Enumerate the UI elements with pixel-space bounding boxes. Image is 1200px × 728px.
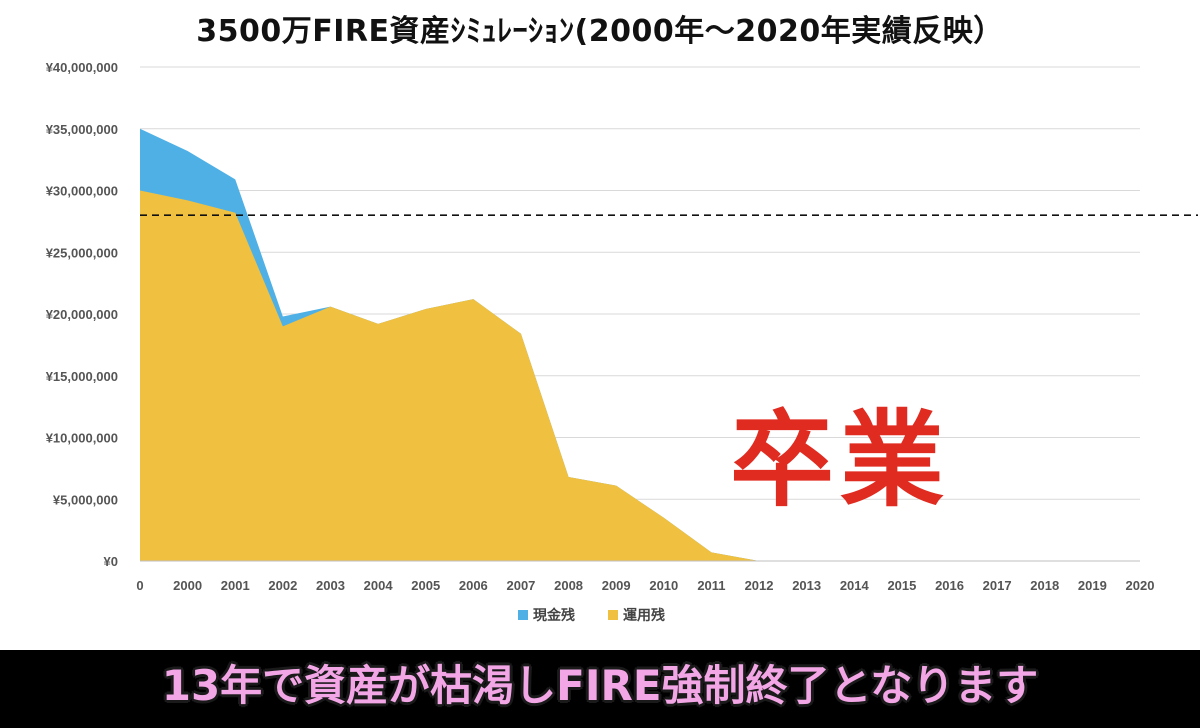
legend-swatch xyxy=(608,610,618,620)
x-tick-label: 2012 xyxy=(745,578,774,593)
x-tick-label: 2008 xyxy=(554,578,583,593)
x-tick-label: 2018 xyxy=(1030,578,1059,593)
x-tick-label: 0 xyxy=(136,578,143,593)
y-tick-label: ¥30,000,000 xyxy=(46,184,118,199)
area-series xyxy=(140,128,1140,561)
y-tick-label: ¥10,000,000 xyxy=(46,431,118,446)
y-tick-label: ¥25,000,000 xyxy=(46,245,118,260)
x-tick-label: 2006 xyxy=(459,578,488,593)
y-tick-label: ¥35,000,000 xyxy=(46,122,118,137)
legend-label: 現金残 xyxy=(533,607,575,624)
y-tick-label: ¥15,000,000 xyxy=(46,369,118,384)
y-tick-label: ¥20,000,000 xyxy=(46,307,118,322)
x-tick-label: 2004 xyxy=(364,578,394,593)
x-tick-label: 2007 xyxy=(506,578,535,593)
x-tick-label: 2019 xyxy=(1078,578,1107,593)
caption-subtitle: 13年で資産が枯渇しFIRE強制終了となります xyxy=(161,661,1039,710)
x-tick-label: 2020 xyxy=(1126,578,1155,593)
legend: 現金残 運用残 xyxy=(518,607,665,624)
y-tick-label: ¥5,000,000 xyxy=(53,492,118,507)
x-tick-label: 2011 xyxy=(697,578,725,593)
axes: ¥0 ¥5,000,000 ¥10,000,000 ¥15,000,000 ¥20,00… xyxy=(46,60,1198,593)
y-tick-label: ¥0 xyxy=(104,554,118,569)
x-tick-label: 2005 xyxy=(411,578,440,593)
x-tick-label: 2003 xyxy=(316,578,345,593)
x-tick-label: 2000 xyxy=(173,578,202,593)
legend-swatch xyxy=(518,610,528,620)
x-tick-label: 2009 xyxy=(602,578,631,593)
chart-title: 3500万FIRE資産ｼﾐｭﾚｰｼｮﾝ(2000年～2020年実績反映） xyxy=(196,14,1004,49)
x-tick-label: 2002 xyxy=(268,578,297,593)
x-tick-label: 2001 xyxy=(221,578,250,593)
series-area-investment xyxy=(140,190,1140,561)
y-tick-label: ¥40,000,000 xyxy=(46,60,118,75)
caption-band xyxy=(0,650,1200,728)
graduation-stamp: 卒業 xyxy=(730,399,951,521)
x-tick-label: 2014 xyxy=(840,578,870,593)
x-tick-label: 2015 xyxy=(887,578,916,593)
x-tick-label: 2010 xyxy=(649,578,678,593)
x-tick-label: 2017 xyxy=(983,578,1012,593)
x-tick-label: 2013 xyxy=(792,578,821,593)
legend-label: 運用残 xyxy=(623,607,665,624)
area-chart: ¥0 ¥5,000,000 ¥10,000,000 ¥15,000,000 ¥20,00… xyxy=(46,60,1198,624)
x-tick-label: 2016 xyxy=(935,578,964,593)
